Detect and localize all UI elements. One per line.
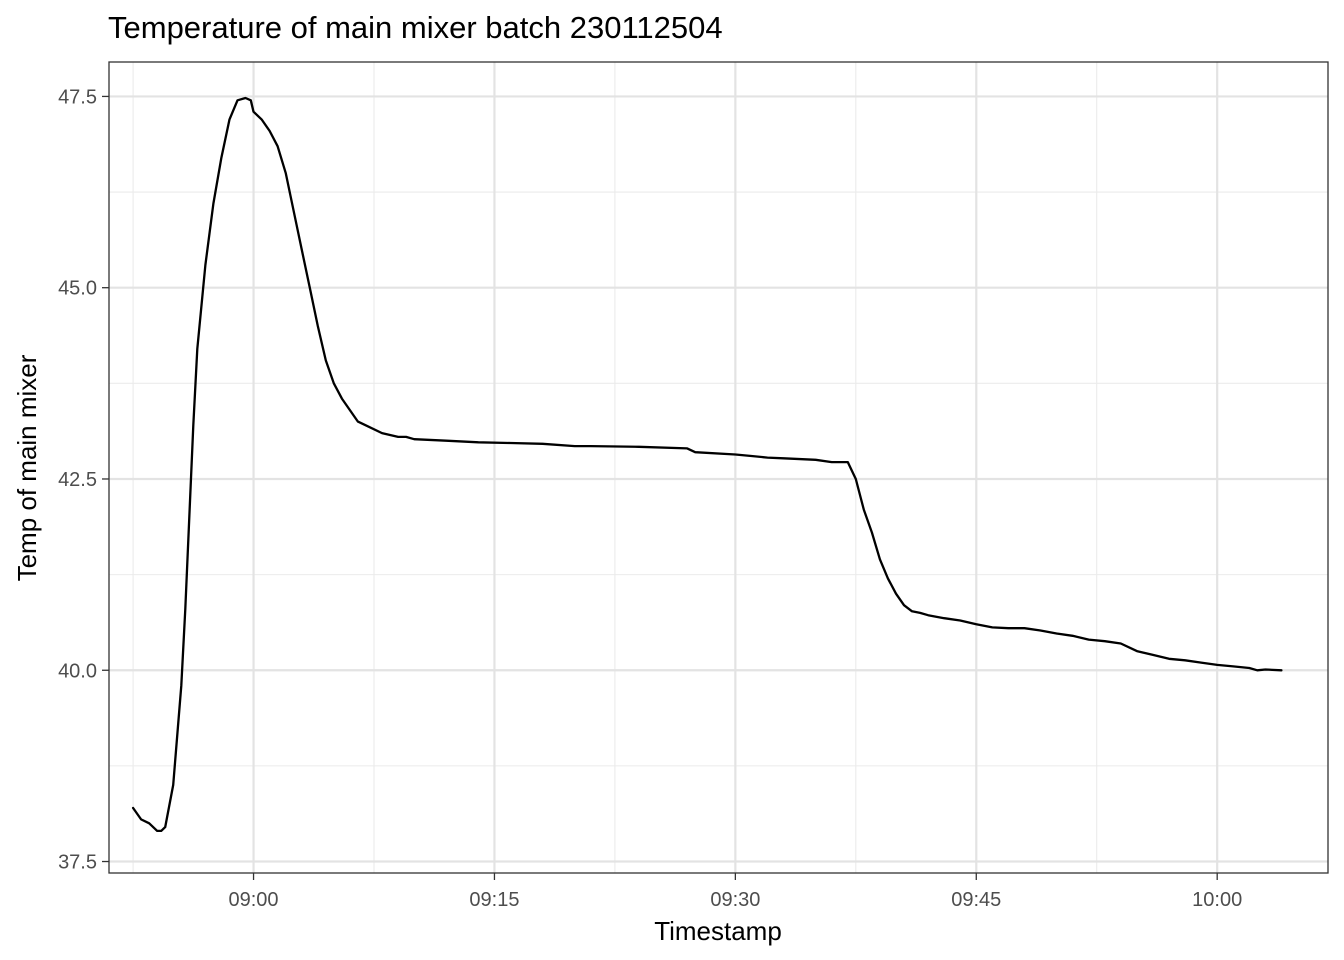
chart-title: Temperature of main mixer batch 23011250… bbox=[108, 10, 723, 45]
plot-panel-border bbox=[108, 61, 1329, 874]
major-gridlines bbox=[109, 62, 1328, 873]
y-tick-label: 37.5 bbox=[58, 852, 97, 874]
y-tick-label: 47.5 bbox=[58, 86, 97, 108]
y-tick-label: 40.0 bbox=[58, 660, 97, 682]
x-tick-label: 09:45 bbox=[951, 889, 1001, 911]
minor-gridlines bbox=[109, 62, 1328, 873]
x-axis: 09:00 09:15 09:30 09:45 10:00 bbox=[229, 873, 1242, 911]
x-tick-label: 09:15 bbox=[469, 889, 519, 911]
x-tick-label: 09:30 bbox=[710, 889, 760, 911]
x-tick-label: 09:00 bbox=[229, 889, 279, 911]
series-layer bbox=[131, 96, 1283, 833]
series-line-0 bbox=[131, 96, 1283, 833]
y-tick-label: 45.0 bbox=[58, 278, 97, 300]
y-axis-title: Temp of main mixer bbox=[12, 354, 42, 581]
y-tick-label: 42.5 bbox=[58, 469, 97, 491]
x-axis-title: Timestamp bbox=[654, 916, 782, 946]
y-axis: 37.5 40.0 42.5 45.0 47.5 bbox=[58, 86, 109, 874]
x-tick-label: 10:00 bbox=[1192, 889, 1242, 911]
